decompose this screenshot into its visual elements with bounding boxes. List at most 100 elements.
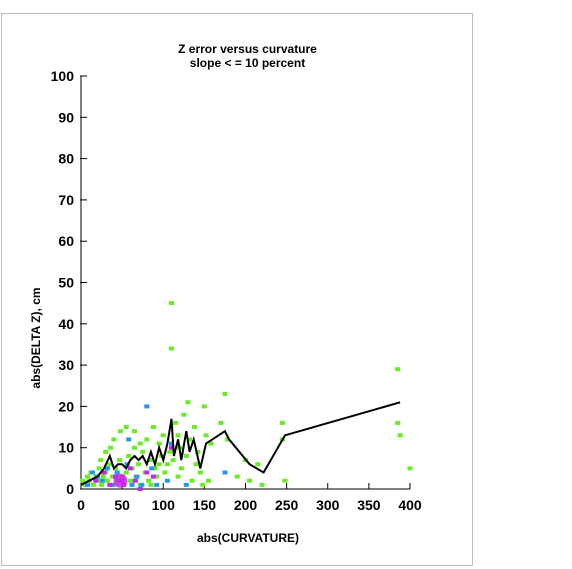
data-point (154, 474, 160, 479)
data-point (150, 474, 156, 479)
data-point (100, 474, 106, 479)
data-point (154, 482, 160, 487)
x-tick-label: 0 (77, 497, 85, 513)
data-point (127, 466, 133, 471)
data-point (152, 466, 158, 471)
x-axis-label: abs(CURVATURE) (196, 531, 300, 545)
data-point (131, 445, 137, 450)
data-point (175, 474, 181, 479)
data-point (96, 466, 102, 471)
data-point (126, 437, 132, 442)
data-point (80, 478, 86, 483)
data-point (101, 470, 107, 475)
data-point (113, 466, 119, 471)
chart-frame (1, 13, 473, 566)
data-point (183, 482, 189, 487)
data-point (109, 474, 115, 479)
data-point (85, 474, 91, 479)
data-point (203, 433, 209, 438)
data-point (85, 482, 91, 487)
data-point (407, 466, 413, 471)
data-point (173, 420, 179, 425)
data-point (93, 478, 99, 483)
data-point (144, 437, 150, 442)
data-point (103, 449, 109, 454)
data-point (259, 482, 265, 487)
data-point (222, 470, 228, 475)
data-point (139, 482, 145, 487)
data-point (148, 482, 154, 487)
x-tick-label: 300 (316, 497, 340, 513)
data-point (107, 482, 113, 487)
data-point (144, 404, 150, 409)
data-point (111, 437, 117, 442)
data-point (124, 462, 130, 467)
data-point-cluster (113, 473, 128, 488)
data-point (140, 449, 146, 454)
data-point (192, 425, 198, 430)
data-point (137, 487, 143, 491)
data-point (280, 420, 286, 425)
data-point (178, 466, 184, 471)
data-point (164, 462, 170, 467)
chart-title: Z error versus curvature (178, 42, 317, 56)
data-point (107, 462, 113, 467)
data-point (224, 437, 230, 442)
data-point (156, 462, 162, 467)
data-point (162, 470, 168, 475)
data-point (98, 458, 104, 463)
y-tick-label: 80 (58, 151, 74, 167)
data-point (126, 453, 132, 458)
data-point (136, 462, 142, 467)
data-point (132, 478, 138, 483)
data-point (149, 466, 155, 471)
y-tick-label: 20 (58, 398, 74, 414)
data-point (134, 474, 140, 479)
data-point (205, 478, 211, 483)
data-point (104, 478, 110, 483)
data-point (145, 478, 151, 483)
data-point (168, 445, 174, 450)
x-tick-label: 250 (275, 497, 299, 513)
data-point (129, 482, 135, 487)
data-point (185, 400, 191, 405)
data-point (117, 429, 123, 434)
data-point (114, 470, 120, 475)
data-point (395, 367, 401, 372)
data-point (156, 441, 162, 446)
data-point (183, 453, 189, 458)
data-point (160, 433, 166, 438)
data-point (247, 478, 253, 483)
data-point (187, 437, 193, 442)
x-tick-label: 400 (398, 497, 422, 513)
x-tick-label: 350 (357, 497, 381, 513)
data-point (99, 482, 105, 487)
y-tick-label: 40 (58, 316, 74, 332)
data-point (197, 470, 203, 475)
data-point (123, 470, 129, 475)
data-point (117, 458, 123, 463)
data-point (127, 478, 133, 483)
chart-subtitle: slope < = 10 percent (189, 56, 306, 70)
y-tick-label: 60 (58, 233, 74, 249)
data-point (222, 392, 228, 397)
y-tick-label: 30 (58, 357, 74, 373)
x-tick-label: 100 (152, 497, 176, 513)
data-point (200, 482, 206, 487)
x-tick-label: 200 (234, 497, 258, 513)
x-tick-label: 50 (114, 497, 130, 513)
data-point (123, 425, 129, 430)
y-tick-label: 50 (58, 275, 74, 291)
data-point (168, 346, 174, 351)
data-point (144, 470, 150, 475)
data-point (201, 404, 207, 409)
data-point (99, 478, 105, 483)
data-point (90, 482, 96, 487)
data-point (189, 478, 195, 483)
y-tick-label: 90 (58, 109, 74, 125)
data-point (395, 420, 401, 425)
data-point (108, 445, 114, 450)
data-point (137, 441, 143, 446)
data-point (181, 412, 187, 417)
